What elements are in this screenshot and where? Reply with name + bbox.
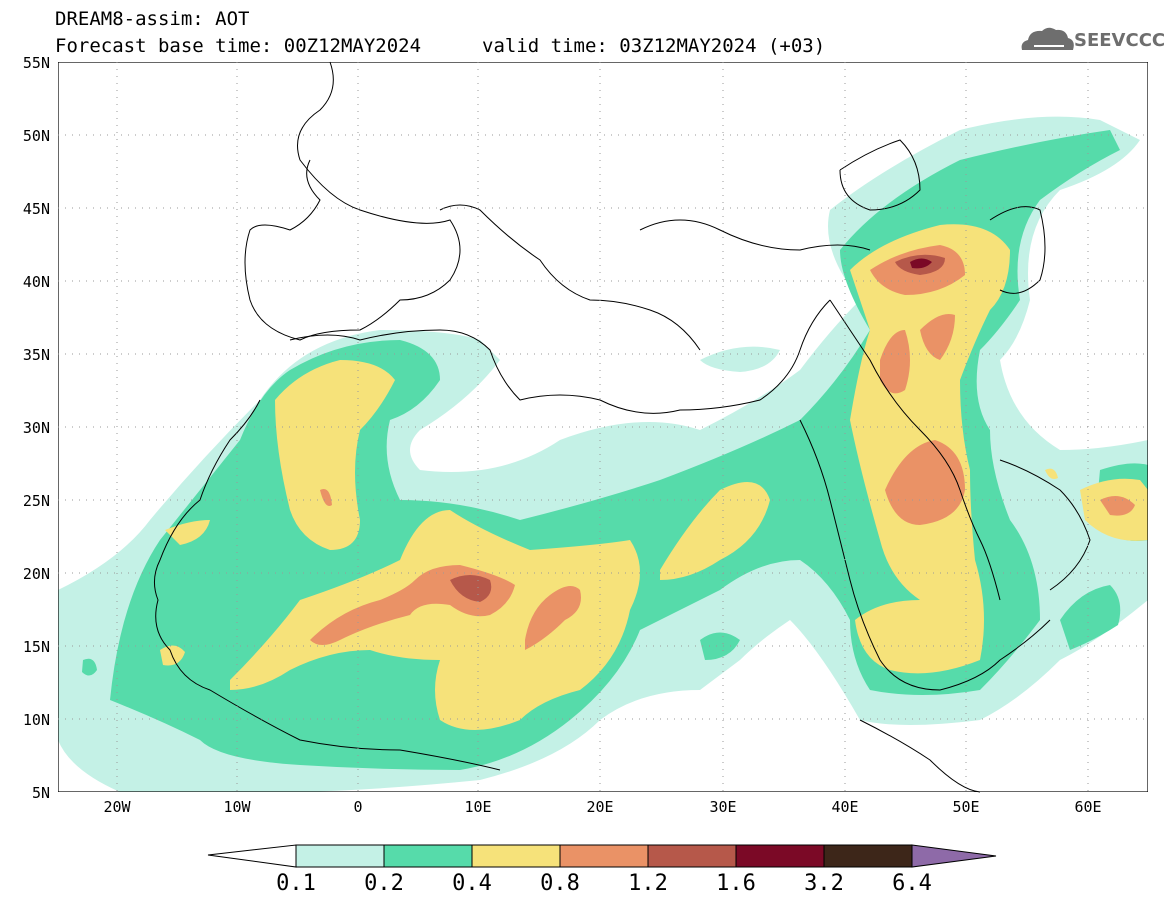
map-title: DREAM8-assim: AOT <box>55 8 250 30</box>
lon-label-20w: 20W <box>103 798 131 816</box>
colorbar-swatch-2 <box>383 844 473 868</box>
colorbar-swatch-3 <box>471 844 561 868</box>
lat-label-50n: 50N <box>22 127 50 145</box>
colorbar-label-0.1: 0.1 <box>276 871 316 896</box>
colorbar-label-1.6: 1.6 <box>716 871 756 896</box>
colorbar-swatch-5 <box>647 844 737 868</box>
lat-label-5n: 5N <box>31 784 50 802</box>
aot-band-1.6 <box>910 258 932 269</box>
lon-label-60e: 60E <box>1074 798 1102 816</box>
lat-label-10n: 10N <box>22 711 50 729</box>
lat-label-15n: 15N <box>22 638 50 656</box>
colorbar-swatch-7 <box>823 844 913 868</box>
colorbar-label-0.2: 0.2 <box>364 871 404 896</box>
colorbar-swatch-6 <box>735 844 825 868</box>
colorbar-swatch-4 <box>559 844 649 868</box>
lat-label-55n: 55N <box>22 54 50 72</box>
forecast-base-time: Forecast base time: 00Z12MAY2024 <box>55 35 422 57</box>
cloud-logo-icon <box>1021 27 1074 50</box>
lon-label-10w: 10W <box>223 798 251 816</box>
lat-label-40n: 40N <box>22 273 50 291</box>
colorbar-label-6.4: 6.4 <box>892 871 932 896</box>
logo-text: SEEVCCC <box>1074 30 1165 51</box>
valid-time: valid time: 03Z12MAY2024 (+03) <box>482 35 826 57</box>
lat-label-30n: 30N <box>22 419 50 437</box>
colorbar-low-arrow <box>207 844 297 868</box>
lon-label-30e: 30E <box>709 798 737 816</box>
coastlines <box>154 61 1091 793</box>
colorbar-high-arrow <box>911 844 997 868</box>
colorbar-label-0.8: 0.8 <box>540 871 580 896</box>
lat-label-25n: 25N <box>22 492 50 510</box>
lon-label-10e: 10E <box>464 798 492 816</box>
colorbar-label-3.2: 3.2 <box>804 871 844 896</box>
colorbar-swatch-1 <box>295 844 385 868</box>
colorbar-label-1.2: 1.2 <box>628 871 668 896</box>
colorbar-label-0.4: 0.4 <box>452 871 492 896</box>
lon-label-40e: 40E <box>831 798 859 816</box>
lon-label-0: 0 <box>353 798 363 816</box>
lon-label-50e: 50E <box>952 798 980 816</box>
lat-label-45n: 45N <box>22 200 50 218</box>
lat-label-20n: 20N <box>22 565 50 583</box>
graticule <box>58 62 1148 792</box>
lat-label-35n: 35N <box>22 346 50 364</box>
colorbar <box>207 844 997 868</box>
lon-label-20e: 20E <box>586 798 614 816</box>
